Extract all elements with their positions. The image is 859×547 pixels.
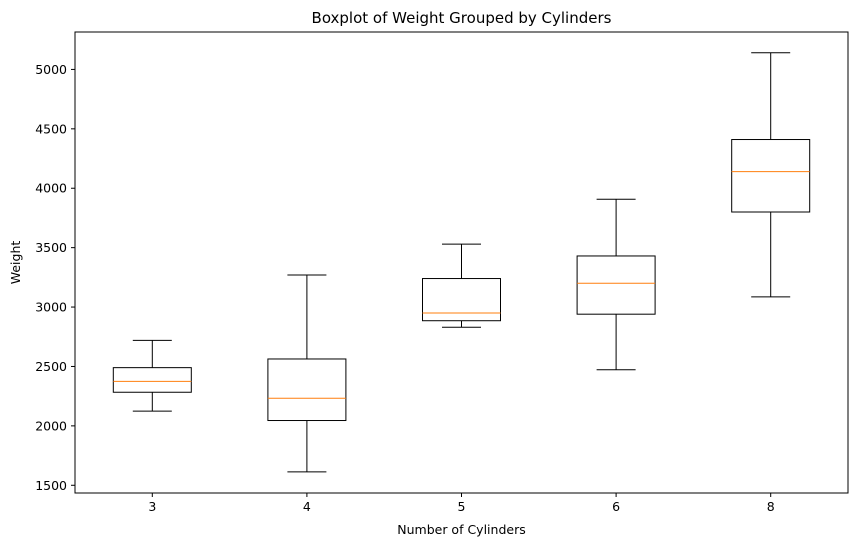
y-tick-label: 5000	[35, 62, 67, 77]
y-tick-label: 3500	[35, 240, 67, 255]
x-tick-label: 4	[303, 499, 311, 514]
box-iqr	[731, 139, 811, 213]
box-iqr	[422, 278, 501, 322]
x-tick-label: 3	[148, 499, 156, 514]
y-tick-label: 2500	[35, 359, 67, 374]
x-axis-label: Number of Cylinders	[397, 522, 525, 537]
x-tick-label: 5	[458, 499, 466, 514]
y-tick-label: 1500	[35, 478, 67, 493]
box-iqr	[267, 358, 347, 422]
y-axis-label: Weight	[8, 241, 23, 285]
x-tick-label: 6	[612, 499, 620, 514]
y-tick-label: 4500	[35, 121, 67, 136]
y-tick-label: 3000	[35, 300, 67, 315]
box-iqr	[112, 367, 192, 393]
box-iqr	[576, 255, 656, 315]
y-tick-label: 4000	[35, 181, 67, 196]
chart-title: Boxplot of Weight Grouped by Cylinders	[312, 9, 612, 27]
x-tick-label: 8	[767, 499, 775, 514]
plot-area: 1500 2000 2500 3000 3500 4000 4500 5000 3 4 5 6 8	[35, 31, 849, 514]
y-tick-label: 2000	[35, 418, 67, 433]
